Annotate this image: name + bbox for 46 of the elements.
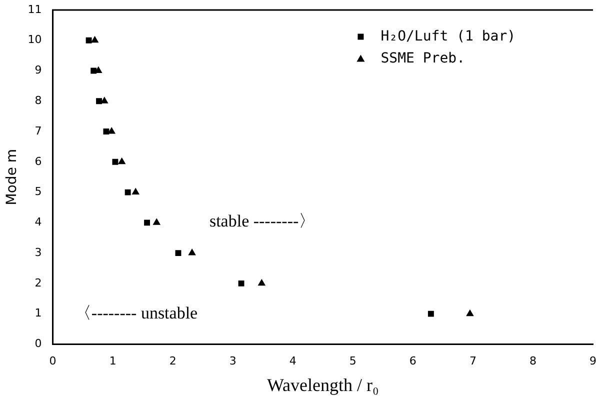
y-tick-label: 4 — [34, 216, 42, 229]
point — [258, 279, 266, 286]
point — [86, 37, 92, 44]
point — [466, 310, 474, 316]
point — [91, 36, 98, 43]
annotation: 〈-------- unstable — [74, 304, 198, 323]
y-tick-label: 3 — [34, 246, 42, 259]
y-tick-label: 8 — [34, 94, 42, 108]
x-tick-label: 8 — [529, 354, 536, 368]
point — [112, 158, 118, 165]
x-tick-label: 0 — [49, 354, 56, 368]
point — [124, 189, 131, 196]
y-tick-label: 2 — [34, 276, 42, 290]
x-tick-label: 9 — [590, 354, 596, 368]
x-tick-label: 2 — [169, 354, 176, 368]
legend-label: H₂O/Luft (1 bar) — [380, 28, 516, 44]
point — [428, 310, 434, 317]
y-tick-label: 7 — [34, 124, 42, 138]
y-tick-label: 1 — [34, 306, 42, 320]
point — [108, 128, 116, 134]
annotation: stable --------〉 — [209, 212, 316, 231]
point — [238, 280, 244, 286]
point — [96, 98, 102, 104]
x-tick-label: 4 — [289, 354, 296, 368]
x-tick-label: 1 — [109, 354, 116, 368]
y-tick-label: 11 — [28, 2, 42, 16]
y-tick-label: 10 — [28, 33, 42, 46]
legend-label: SSME Preb. — [380, 50, 466, 66]
point — [132, 188, 140, 195]
point — [103, 128, 110, 134]
y-axis-title: Mode m — [4, 148, 20, 206]
y-tick-label: 0 — [34, 337, 42, 350]
x-tick-label: 7 — [469, 354, 476, 368]
point — [153, 218, 160, 225]
x-tick-label: 5 — [349, 354, 356, 368]
x-tick-label: 6 — [409, 354, 416, 368]
point — [175, 250, 182, 256]
y-tick-label: 5 — [34, 185, 42, 198]
y-tick-label: 6 — [34, 154, 42, 168]
y-tick-label: 9 — [34, 64, 42, 77]
x-tick-label: 3 — [229, 354, 236, 368]
point — [188, 249, 196, 256]
point — [90, 68, 97, 74]
x-axis-title: Wavelength / r₀ — [267, 374, 379, 395]
point — [118, 158, 126, 164]
point — [144, 220, 150, 226]
